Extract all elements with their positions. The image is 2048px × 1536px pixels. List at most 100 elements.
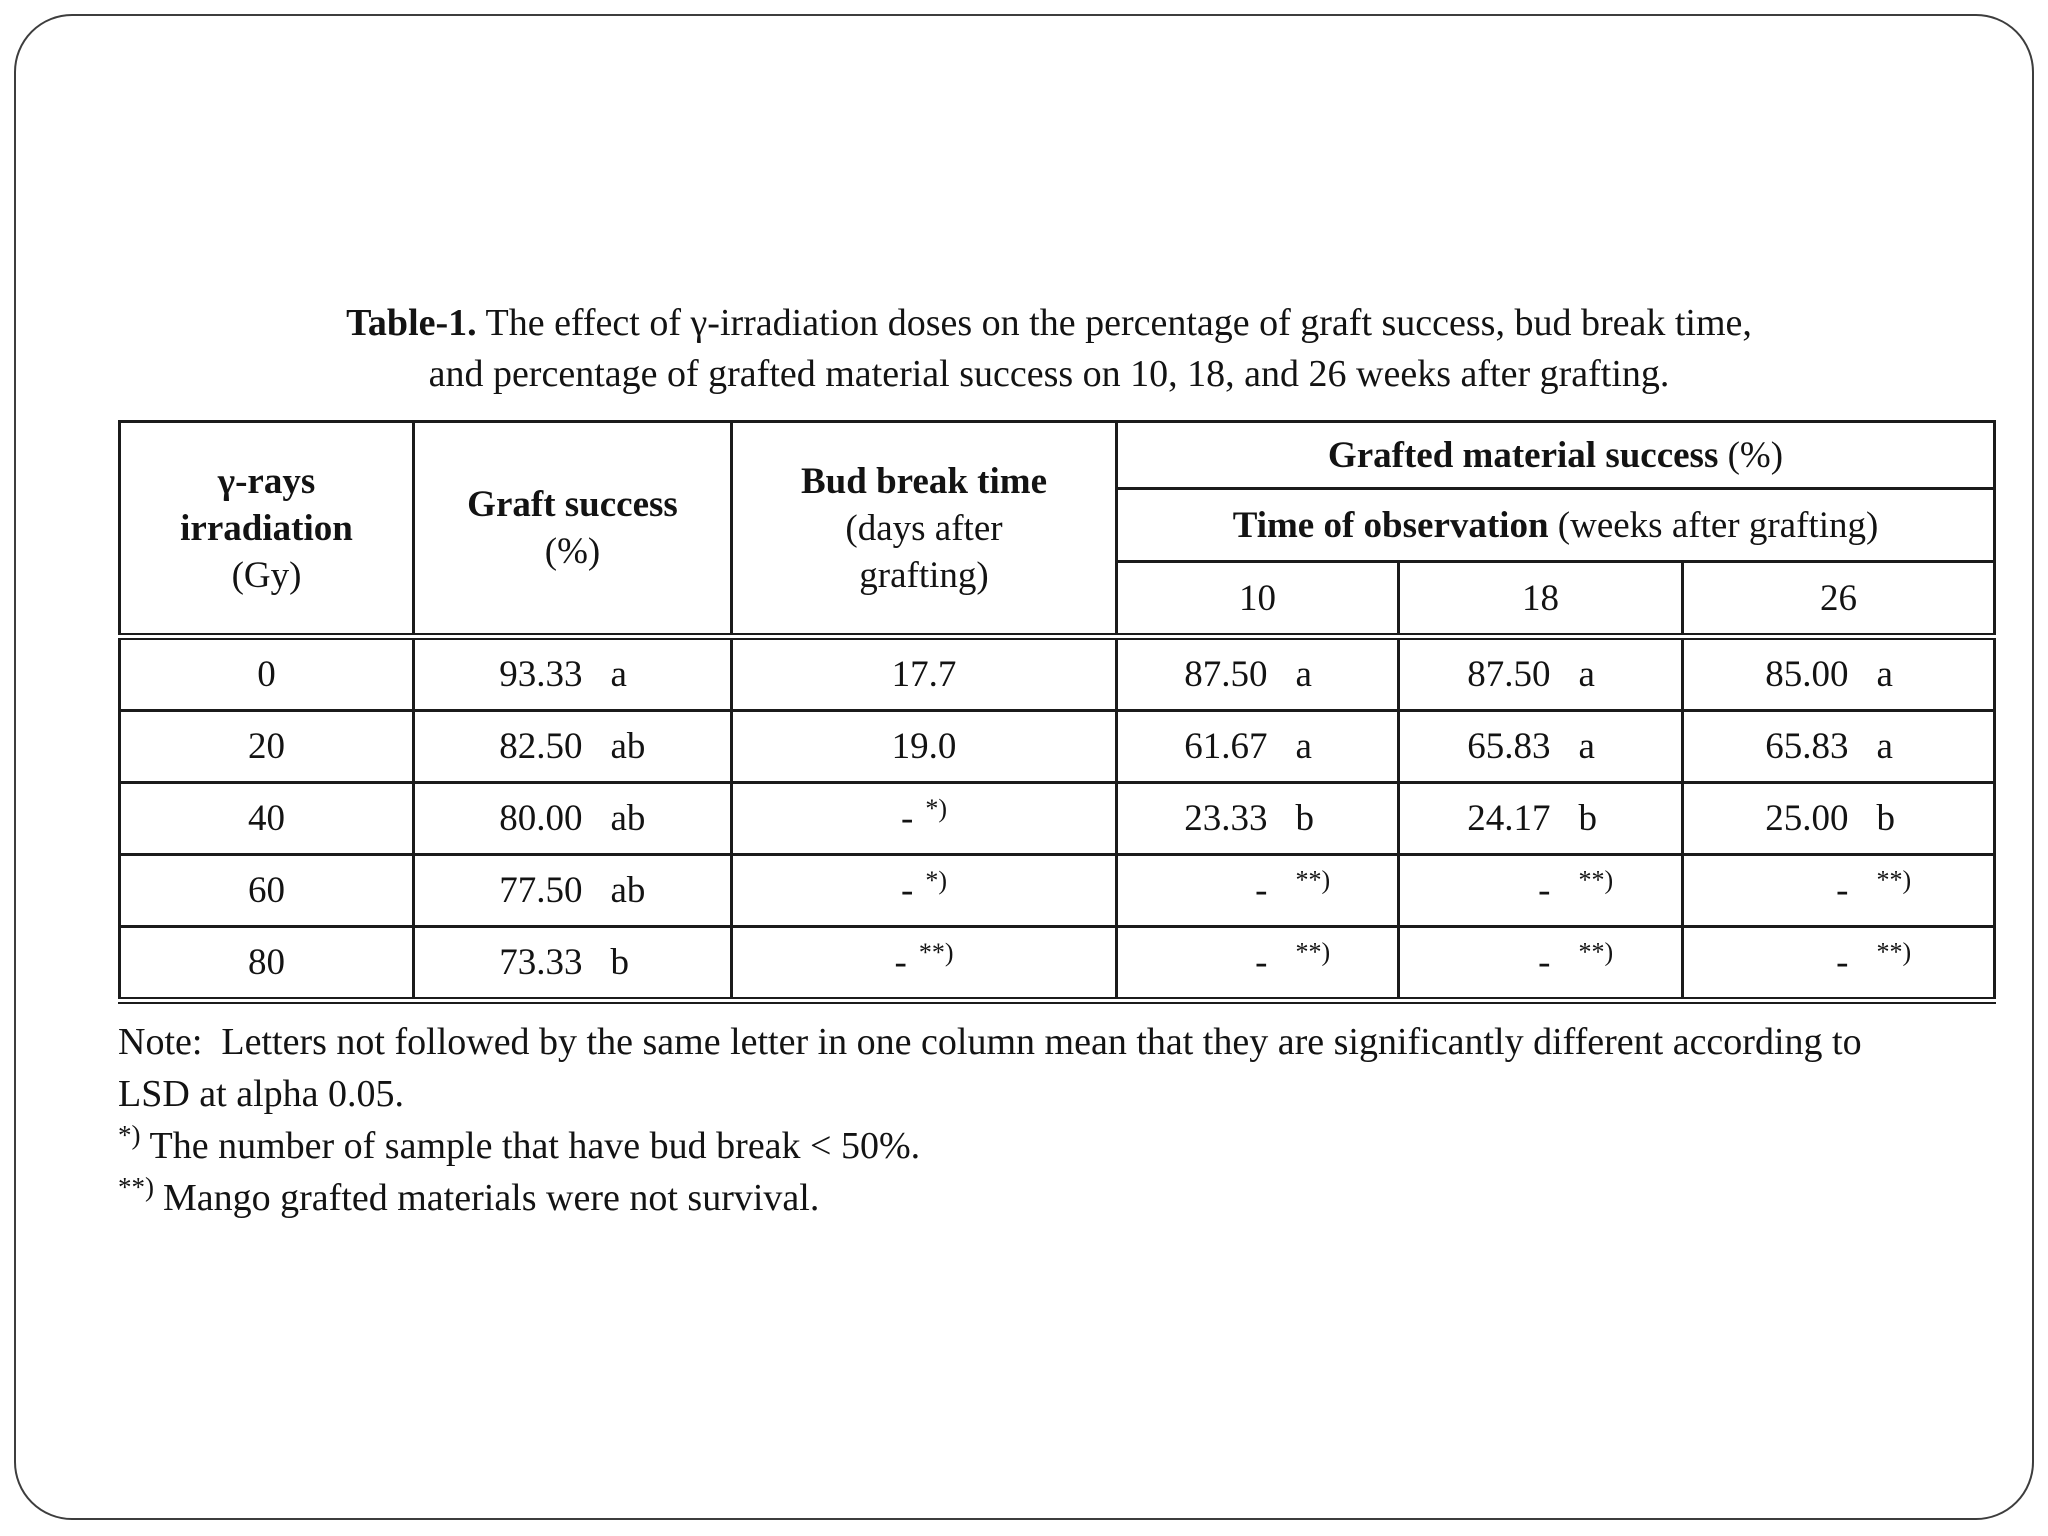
table-caption: Table-1. The effect of γ-irradiation dos…	[80, 298, 2018, 400]
header-bud-break: Bud break time (days after grafting)	[730, 420, 1118, 640]
week-value: 87.50	[1467, 654, 1551, 695]
header-time-unit: (weeks after grafting)	[1557, 504, 1879, 546]
header-week-10: 10	[1115, 560, 1400, 640]
sig-letter: **)	[1578, 937, 1635, 984]
header-grafted-material: Grafted material success (%)	[1115, 420, 1996, 490]
sig-letter: a	[1578, 654, 1595, 695]
cell-week-26: 25.00 b	[1681, 781, 1996, 856]
header-dose-name: γ-rays irradiation	[180, 460, 353, 549]
cell-week-10: - **)	[1115, 853, 1400, 928]
cell-dose: 0	[118, 635, 415, 712]
header-week-18: 18	[1397, 560, 1684, 640]
footnote-marker: *)	[118, 1120, 141, 1151]
bud-value: -	[901, 798, 914, 839]
week-value: 25.00	[1765, 798, 1849, 839]
cell-bud-break: 17.7	[730, 635, 1118, 712]
cell-week-10: - **)	[1115, 925, 1400, 1004]
footnote-marker: *)	[925, 793, 947, 823]
week-value: 65.83	[1467, 726, 1551, 767]
table-caption-line1: The effect of γ-irradiation doses on the…	[485, 302, 1752, 344]
cell-graft-success: 93.33 a	[412, 635, 733, 712]
cell-graft-success: 82.50 ab	[412, 709, 733, 784]
cell-bud-break: - *)	[730, 853, 1118, 928]
footnote-marker: **)	[918, 937, 954, 967]
graft-value: 93.33	[499, 654, 583, 695]
week-value: 85.00	[1765, 654, 1849, 695]
slide-border-frame	[14, 14, 2034, 1520]
results-table: γ-rays irradiation (Gy) Graft success (%…	[118, 420, 1996, 1004]
sig-letter: a	[610, 654, 627, 695]
header-dose-unit: (Gy)	[231, 554, 302, 596]
cell-week-10: 61.67 a	[1115, 709, 1400, 784]
note-single-asterisk-text: The number of sample that have bud break…	[149, 1125, 921, 1167]
cell-bud-break: - **)	[730, 925, 1118, 1004]
header-bud-unit: (days after grafting)	[845, 507, 1003, 596]
cell-graft-success: 73.33 b	[412, 925, 733, 1004]
footnote-marker: **)	[1876, 865, 1912, 895]
header-graft-unit: (%)	[544, 531, 601, 572]
table-row-dose-20: 20 82.50 ab 19.0 61.67 a 65.83 a 65.83 a	[118, 709, 1996, 784]
graft-value: 73.33	[499, 942, 583, 983]
sig-letter: **)	[1295, 865, 1352, 912]
header-week-26: 26	[1681, 560, 1996, 640]
header-grafted-name: Grafted material success	[1327, 434, 1719, 476]
table-caption-label: Table-1.	[346, 302, 477, 344]
header-grafted-unit: (%)	[1727, 434, 1784, 476]
footnote-marker: **)	[1295, 865, 1331, 895]
sig-letter: a	[1295, 726, 1312, 767]
sig-letter: **)	[1876, 937, 1933, 984]
footnote-marker: **)	[1876, 937, 1912, 967]
table-row-dose-60: 60 77.50 ab - *) - **) - **) - **)	[118, 853, 1996, 928]
week-value: 61.67	[1184, 726, 1268, 767]
table-notes: Note: Letters not followed by the same l…	[118, 1016, 1898, 1224]
cell-week-26: - **)	[1681, 925, 1996, 1004]
sig-letter: a	[1578, 726, 1595, 767]
cell-week-18: 24.17 b	[1397, 781, 1684, 856]
graft-value: 82.50	[499, 726, 583, 767]
footnote-marker: *)	[925, 865, 947, 895]
cell-week-18: - **)	[1397, 925, 1684, 1004]
sig-letter: a	[1876, 654, 1893, 695]
sig-letter: **)	[1578, 865, 1635, 912]
header-dose: γ-rays irradiation (Gy)	[118, 420, 415, 640]
results-table-container: γ-rays irradiation (Gy) Graft success (%…	[118, 420, 1996, 1004]
table-row-dose-80: 80 73.33 b - **) - **) - **) - **)	[118, 925, 1996, 1004]
sig-letter: b	[610, 942, 630, 983]
bud-value: 17.7	[891, 654, 957, 695]
sig-letter: a	[1876, 726, 1893, 767]
sig-letter: a	[1295, 654, 1312, 695]
footnote-marker: **)	[118, 1172, 154, 1203]
header-time-observation: Time of observation (weeks after graftin…	[1115, 487, 1996, 563]
cell-week-26: - **)	[1681, 853, 1996, 928]
note-significance: Note: Letters not followed by the same l…	[118, 1021, 1872, 1115]
cell-week-10: 87.50 a	[1115, 635, 1400, 712]
header-graft-name: Graft success	[467, 484, 678, 525]
cell-week-26: 65.83 a	[1681, 709, 1996, 784]
header-bud-name: Bud break time	[800, 460, 1047, 502]
week-value: -	[1836, 942, 1849, 983]
bud-value: -	[901, 870, 914, 911]
sig-letter: **)	[1876, 865, 1933, 912]
week-value: 23.33	[1184, 798, 1268, 839]
week-value: -	[1255, 942, 1268, 983]
table-caption-line2: and percentage of grafted material succe…	[428, 353, 1670, 395]
cell-graft-success: 77.50 ab	[412, 853, 733, 928]
graft-value: 77.50	[499, 870, 583, 911]
table-row-dose-0: 0 93.33 a 17.7 87.50 a 87.50 a 85.00 a	[118, 635, 1996, 712]
header-time-name: Time of observation	[1232, 504, 1549, 546]
cell-bud-break: - *)	[730, 781, 1118, 856]
sig-letter: ab	[610, 870, 646, 911]
cell-dose: 40	[118, 781, 415, 856]
table-row-dose-40: 40 80.00 ab - *) 23.33 b 24.17 b 25.00 b	[118, 781, 1996, 856]
bud-value: -	[894, 942, 907, 983]
sig-letter: b	[1578, 798, 1598, 839]
footnote-marker: **)	[1578, 865, 1614, 895]
sig-letter: ab	[610, 726, 646, 767]
header-graft-success: Graft success (%)	[412, 420, 733, 640]
header-row-weeks: 10 18 26	[120, 560, 1996, 640]
cell-week-10: 23.33 b	[1115, 781, 1400, 856]
week-value: -	[1538, 870, 1551, 911]
bud-value: 19.0	[891, 726, 957, 767]
footnote-marker: **)	[1578, 937, 1614, 967]
